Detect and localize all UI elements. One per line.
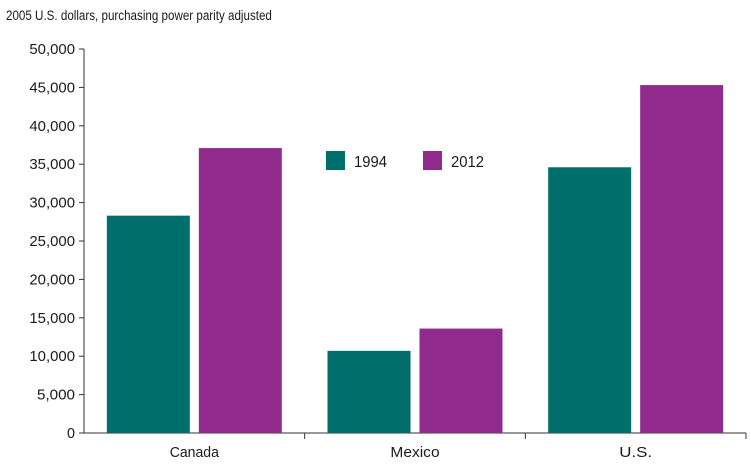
y-tick-label: 10,000 bbox=[29, 348, 75, 365]
y-tick-label: 25,000 bbox=[29, 233, 75, 250]
legend-label-2012: 2012 bbox=[451, 154, 484, 171]
legend-label-1994: 1994 bbox=[354, 154, 387, 171]
bar-canada-2012 bbox=[198, 148, 282, 433]
bar-mexico-2012 bbox=[419, 328, 503, 433]
bar-canada-1994 bbox=[106, 215, 190, 433]
bar-us-2012 bbox=[640, 85, 724, 433]
y-tick-label: 30,000 bbox=[29, 195, 75, 212]
x-tick-label: Canada bbox=[170, 444, 220, 461]
y-tick-label: 20,000 bbox=[29, 271, 75, 288]
y-tick-label: 15,000 bbox=[29, 310, 75, 327]
x-tick-label: U.S. bbox=[619, 444, 652, 461]
y-tick-label: 45,000 bbox=[29, 79, 75, 96]
bar-us-1994 bbox=[548, 167, 632, 433]
legend-swatch-2012 bbox=[423, 151, 442, 170]
y-tick-label: 35,000 bbox=[29, 156, 75, 173]
y-tick-label: 0 bbox=[67, 425, 75, 442]
y-tick-label: 50,000 bbox=[29, 41, 75, 58]
chart-subtitle: 2005 U.S. dollars, purchasing power pari… bbox=[6, 8, 272, 23]
legend-swatch-1994 bbox=[326, 151, 345, 170]
y-tick-label: 40,000 bbox=[29, 118, 75, 135]
x-tick-label: Mexico bbox=[390, 444, 439, 461]
y-tick-label: 5,000 bbox=[37, 387, 75, 404]
bar-mexico-1994 bbox=[327, 350, 411, 433]
